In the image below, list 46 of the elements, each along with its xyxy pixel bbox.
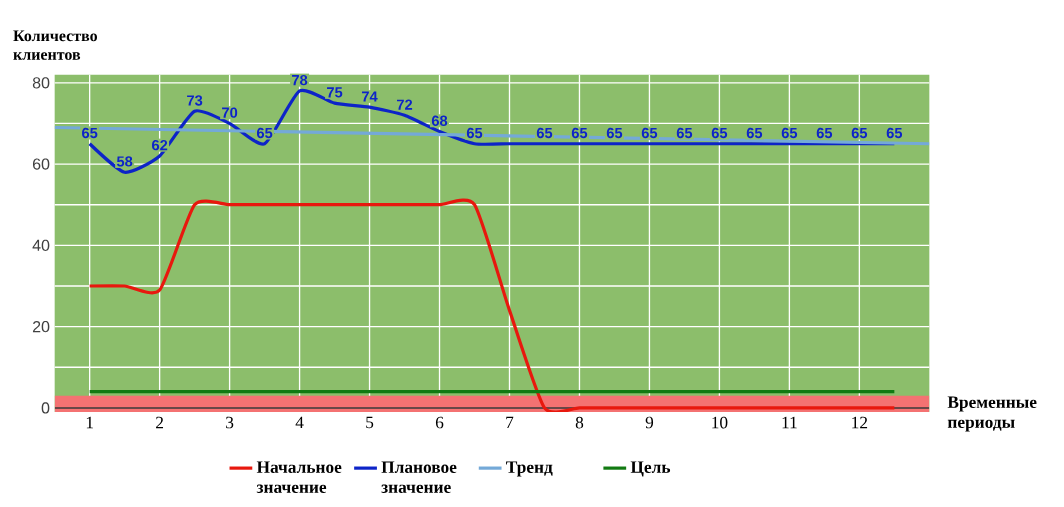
x-tick-label: 4 bbox=[295, 416, 304, 429]
x-tick-label: 1 bbox=[86, 416, 93, 429]
data-label: 65 bbox=[781, 127, 798, 139]
x-tick-label: 6 bbox=[435, 416, 444, 429]
x-tick-label: 3 bbox=[226, 416, 234, 429]
data-label: 65 bbox=[816, 127, 833, 139]
data-label: 65 bbox=[82, 127, 98, 139]
x-tick-label: 10 bbox=[712, 416, 728, 429]
y-axis-title: Количество клиентов bbox=[13, 30, 98, 60]
x-tick-label: 5 bbox=[366, 416, 374, 429]
data-label: 68 bbox=[431, 115, 448, 127]
data-label: 65 bbox=[746, 127, 763, 139]
data-label: 65 bbox=[536, 127, 553, 139]
y-tick-label: 80 bbox=[32, 77, 50, 89]
x-tick-label: 9 bbox=[645, 416, 654, 429]
data-label: 58 bbox=[116, 156, 133, 167]
data-label: 78 bbox=[292, 75, 308, 86]
data-label: 65 bbox=[256, 127, 273, 139]
legend-label: Начальное значение bbox=[256, 461, 342, 494]
data-label: 65 bbox=[641, 127, 658, 139]
legend-label: Тренд bbox=[506, 461, 553, 477]
data-label: 65 bbox=[851, 127, 868, 139]
y-tick-label: 60 bbox=[32, 158, 50, 170]
legend-label: Цель bbox=[630, 461, 671, 477]
data-label: 65 bbox=[676, 127, 693, 139]
data-label: 65 bbox=[466, 127, 483, 139]
legend-label: Плановое значение bbox=[381, 461, 457, 494]
data-label: 72 bbox=[397, 99, 413, 110]
data-label: 75 bbox=[327, 87, 343, 98]
x-tick-label: 11 bbox=[782, 416, 797, 429]
x-tick-label: 8 bbox=[575, 416, 584, 429]
data-label: 65 bbox=[571, 127, 588, 139]
data-label: 70 bbox=[222, 107, 238, 119]
y-tick-label: 20 bbox=[32, 321, 50, 333]
x-tick-label: 7 bbox=[506, 416, 514, 429]
x-tick-label: 12 bbox=[852, 416, 868, 429]
x-tick-label: 2 bbox=[156, 416, 164, 429]
data-label: 65 bbox=[711, 127, 728, 139]
y-tick-label: 0 bbox=[41, 402, 50, 414]
x-axis-title: Временные периоды bbox=[947, 396, 1037, 432]
data-label: 65 bbox=[886, 127, 903, 139]
data-label: 65 bbox=[606, 127, 623, 139]
data-label: 62 bbox=[152, 140, 168, 151]
data-label: 74 bbox=[362, 91, 378, 102]
y-tick-label: 40 bbox=[32, 239, 50, 252]
data-label: 73 bbox=[187, 95, 203, 106]
